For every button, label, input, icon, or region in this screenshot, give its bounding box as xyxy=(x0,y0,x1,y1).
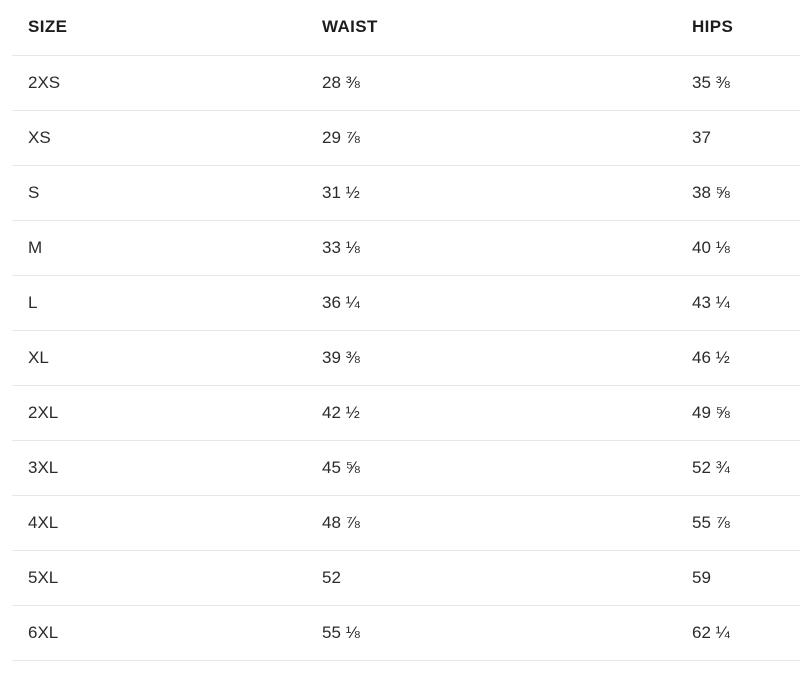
hips-cell: 38 ⅝ xyxy=(692,165,800,221)
waist-cell: 55 ⅛ xyxy=(322,605,692,661)
waist-cell: 42 ½ xyxy=(322,385,692,441)
waist-cell: 31 ½ xyxy=(322,165,692,221)
hips-cell: 49 ⅝ xyxy=(692,385,800,441)
waist-cell: 36 ¼ xyxy=(322,275,692,331)
table-row: 4XL 48 ⅞ 55 ⅞ xyxy=(12,495,800,551)
table-row: L 36 ¼ 43 ¼ xyxy=(12,275,800,331)
table-row: M 33 ⅛ 40 ⅛ xyxy=(12,220,800,276)
hips-cell: 40 ⅛ xyxy=(692,220,800,276)
size-cell: L xyxy=(12,275,322,331)
size-cell: 2XS xyxy=(12,55,322,111)
table-row: S 31 ½ 38 ⅝ xyxy=(12,165,800,221)
hips-cell: 52 ¾ xyxy=(692,440,800,496)
size-cell: S xyxy=(12,165,322,221)
hips-cell: 37 xyxy=(692,110,800,166)
size-cell: 5XL xyxy=(12,550,322,606)
hips-cell: 55 ⅞ xyxy=(692,495,800,551)
table-row: 5XL 52 59 xyxy=(12,550,800,606)
waist-cell: 39 ⅜ xyxy=(322,330,692,386)
waist-cell: 48 ⅞ xyxy=(322,495,692,551)
size-cell: 2XL xyxy=(12,385,322,441)
hips-cell: 43 ¼ xyxy=(692,275,800,331)
hips-cell: 62 ¼ xyxy=(692,605,800,661)
table-row: 2XS 28 ⅜ 35 ⅜ xyxy=(12,55,800,111)
waist-cell: 33 ⅛ xyxy=(322,220,692,276)
size-chart-table: SIZE WAIST HIPS 2XS 28 ⅜ 35 ⅜ XS 29 ⅞ 37… xyxy=(12,0,800,661)
waist-cell: 52 xyxy=(322,550,692,606)
size-cell: 4XL xyxy=(12,495,322,551)
column-header-size: SIZE xyxy=(12,0,322,56)
column-header-waist: WAIST xyxy=(322,0,692,56)
column-header-hips: HIPS xyxy=(692,0,800,56)
size-cell: XS xyxy=(12,110,322,166)
table-row: XS 29 ⅞ 37 xyxy=(12,110,800,166)
size-chart: SIZE WAIST HIPS 2XS 28 ⅜ 35 ⅜ XS 29 ⅞ 37… xyxy=(12,0,800,661)
table-row: 2XL 42 ½ 49 ⅝ xyxy=(12,385,800,441)
hips-cell: 35 ⅜ xyxy=(692,55,800,111)
size-cell: M xyxy=(12,220,322,276)
table-body: 2XS 28 ⅜ 35 ⅜ XS 29 ⅞ 37 S 31 ½ 38 ⅝ M 3… xyxy=(12,55,800,661)
hips-cell: 59 xyxy=(692,550,800,606)
header-row: SIZE WAIST HIPS xyxy=(12,0,800,56)
size-cell: XL xyxy=(12,330,322,386)
table-row: XL 39 ⅜ 46 ½ xyxy=(12,330,800,386)
size-cell: 3XL xyxy=(12,440,322,496)
waist-cell: 45 ⅝ xyxy=(322,440,692,496)
table-row: 3XL 45 ⅝ 52 ¾ xyxy=(12,440,800,496)
size-cell: 6XL xyxy=(12,605,322,661)
hips-cell: 46 ½ xyxy=(692,330,800,386)
table-row: 6XL 55 ⅛ 62 ¼ xyxy=(12,605,800,661)
waist-cell: 29 ⅞ xyxy=(322,110,692,166)
waist-cell: 28 ⅜ xyxy=(322,55,692,111)
